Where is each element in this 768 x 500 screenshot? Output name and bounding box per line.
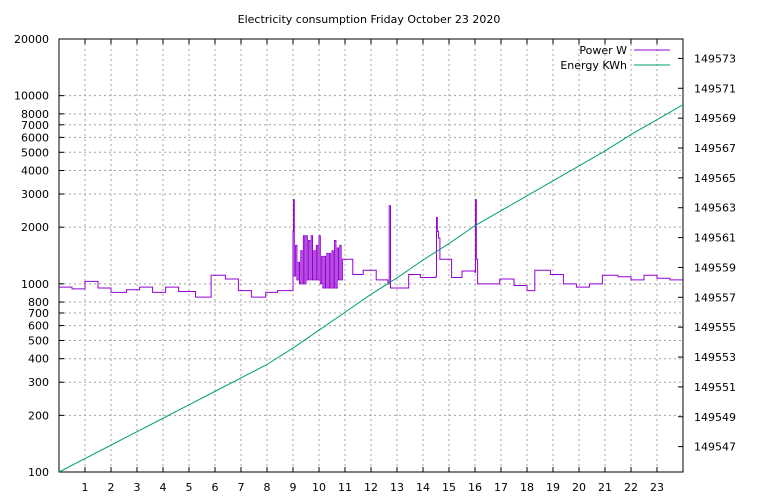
x-tick-label: 1 bbox=[82, 481, 89, 494]
y-left-tick-label: 600 bbox=[28, 320, 49, 333]
y-left-tick-label: 300 bbox=[28, 376, 49, 389]
y-right-tick-label: 149551 bbox=[694, 381, 736, 394]
y-right-tick-label: 149555 bbox=[694, 321, 736, 334]
series-lines bbox=[58, 104, 684, 473]
y-right-tick-label: 149565 bbox=[694, 172, 736, 185]
chart-title: Electricity consumption Friday October 2… bbox=[238, 13, 501, 26]
y-left-tick-label: 7000 bbox=[21, 119, 49, 132]
y-left-tick-label: 8000 bbox=[21, 108, 49, 121]
series-line-power bbox=[59, 199, 683, 298]
x-tick-label: 10 bbox=[312, 481, 326, 494]
y-left-tick-label: 10000 bbox=[14, 90, 49, 103]
x-tick-label: 4 bbox=[160, 481, 167, 494]
x-tick-label: 2 bbox=[108, 481, 115, 494]
y-left-tick-label: 6000 bbox=[21, 131, 49, 144]
x-tick-label: 18 bbox=[520, 481, 534, 494]
x-tick-label: 23 bbox=[650, 481, 664, 494]
y-right-tick-label: 149571 bbox=[694, 82, 736, 95]
y-right-tick-label: 149547 bbox=[694, 441, 736, 454]
legend-label-power: Power W bbox=[579, 44, 627, 57]
x-tick-label: 13 bbox=[390, 481, 404, 494]
x-tick-label: 9 bbox=[290, 481, 297, 494]
y-left-tick-label: 4000 bbox=[21, 165, 49, 178]
x-tick-label: 14 bbox=[416, 481, 430, 494]
legend-label-energy: Energy KWh bbox=[560, 59, 627, 72]
x-tick-label: 8 bbox=[264, 481, 271, 494]
x-tick-label: 20 bbox=[572, 481, 586, 494]
y-left-tick-label: 400 bbox=[28, 353, 49, 366]
y-left-tick-label: 700 bbox=[28, 307, 49, 320]
x-tick-label: 17 bbox=[494, 481, 508, 494]
y-left-tick-label: 1000 bbox=[21, 278, 49, 291]
x-tick-label: 7 bbox=[238, 481, 245, 494]
x-tick-label: 19 bbox=[546, 481, 560, 494]
x-tick-label: 6 bbox=[212, 481, 219, 494]
x-tick-label: 11 bbox=[338, 481, 352, 494]
y-left-tick-label: 500 bbox=[28, 334, 49, 347]
y-left-tick-label: 800 bbox=[28, 296, 49, 309]
x-tick-label: 22 bbox=[624, 481, 638, 494]
y-right-tick-label: 149573 bbox=[694, 52, 736, 65]
series-line-energy bbox=[58, 104, 684, 473]
y-left-tick-label: 2000 bbox=[21, 221, 49, 234]
y-left-tick-label: 3000 bbox=[21, 188, 49, 201]
grid-lines bbox=[59, 39, 683, 472]
y-right-tick-label: 149559 bbox=[694, 261, 736, 274]
y-left-tick-label: 20000 bbox=[14, 33, 49, 46]
y-right-tick-label: 149553 bbox=[694, 351, 736, 364]
y-right-tick-label: 149569 bbox=[694, 112, 736, 125]
x-tick-label: 21 bbox=[598, 481, 612, 494]
y-left-tick-label: 5000 bbox=[21, 146, 49, 159]
x-tick-label: 15 bbox=[442, 481, 456, 494]
y-right-tick-label: 149567 bbox=[694, 142, 736, 155]
x-tick-label: 12 bbox=[364, 481, 378, 494]
y-right-tick-label: 149557 bbox=[694, 291, 736, 304]
legend: Power W Energy KWh bbox=[560, 44, 670, 72]
y-left-tick-label: 200 bbox=[28, 409, 49, 422]
x-tick-label: 5 bbox=[186, 481, 193, 494]
x-tick-label: 16 bbox=[468, 481, 482, 494]
x-tick-label: 3 bbox=[134, 481, 141, 494]
axis-ticks bbox=[59, 38, 683, 473]
y-right-tick-label: 149561 bbox=[694, 232, 736, 245]
y-right-tick-label: 149563 bbox=[694, 202, 736, 215]
y-right-tick-label: 149549 bbox=[694, 411, 736, 424]
y-left-tick-label: 100 bbox=[28, 466, 49, 479]
